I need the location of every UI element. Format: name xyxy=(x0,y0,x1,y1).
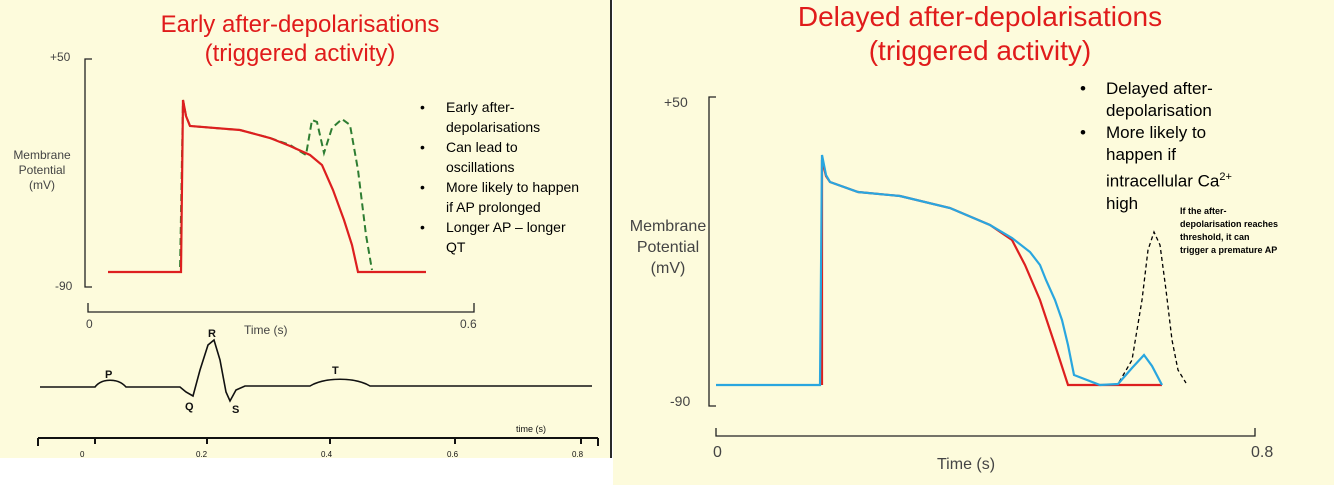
ecg-s-label: S xyxy=(232,404,239,416)
left-y-bottom-tick: -90 xyxy=(55,279,73,293)
ecg-r-label: R xyxy=(208,328,216,340)
right-x-axis-label: Time (s) xyxy=(937,456,996,473)
ecg-tick-02: 0.2 xyxy=(196,450,208,459)
ecg-tick-0: 0 xyxy=(80,450,85,459)
ecg-t-label: T xyxy=(332,365,339,377)
ecg-trace xyxy=(40,338,592,403)
left-bullet-1: Early after-depolarisations xyxy=(420,97,579,137)
ecg-time-axis xyxy=(37,437,599,446)
right-y-axis-label: Membrane Potential (mV) xyxy=(629,218,707,277)
right-y-top-tick: +50 xyxy=(664,94,688,110)
right-x-end-tick: 0.8 xyxy=(1251,444,1274,461)
ecg-q-label: Q xyxy=(185,401,194,413)
panel-divider xyxy=(610,0,612,458)
right-bullet-list: Delayed after-depolarisation More likely… xyxy=(1080,78,1232,215)
right-bullet-1: Delayed after-depolarisation xyxy=(1080,78,1232,122)
ecg-tick-08: 0.8 xyxy=(572,450,584,459)
ecg-axis-label: time (s) xyxy=(516,424,546,434)
right-triggered-ap-trace xyxy=(1011,230,1187,386)
left-axes xyxy=(84,58,475,313)
ca-superscript: 2+ xyxy=(1219,171,1232,183)
right-dad-trace xyxy=(716,154,1163,387)
ecg-tick-04: 0.4 xyxy=(321,450,333,459)
left-x-end-tick: 0.6 xyxy=(460,317,477,331)
right-y-bottom-tick: -90 xyxy=(670,393,691,409)
left-y-axis-label: Membrane Potential (mV) xyxy=(13,148,71,192)
left-y-top-tick: +50 xyxy=(50,50,71,64)
ecg-tick-06: 0.6 xyxy=(447,450,459,459)
right-axes xyxy=(708,96,1256,437)
triggered-ap-annotation: If the after- depolarisation reaches thr… xyxy=(1180,206,1279,255)
left-title: Early after-depolarisations (triggered a… xyxy=(160,11,440,68)
right-title: Delayed after-depolarisations (triggered… xyxy=(797,1,1163,67)
right-x-start-tick: 0 xyxy=(713,444,722,461)
left-x-start-tick: 0 xyxy=(86,317,93,331)
ecg-p-label: P xyxy=(105,369,112,381)
left-normal-ap xyxy=(108,99,426,274)
left-x-axis-label: Time (s) xyxy=(244,323,288,337)
left-bullet-list: Early after-depolarisations Can lead too… xyxy=(420,97,579,257)
